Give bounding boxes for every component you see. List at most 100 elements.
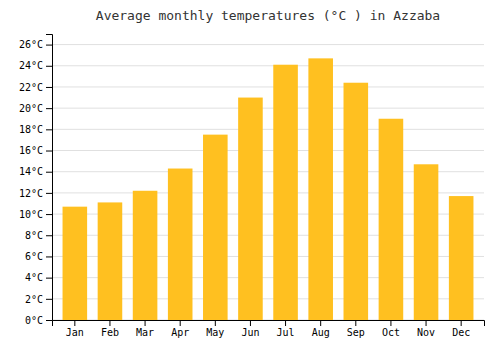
tick-label: Jan — [66, 327, 84, 338]
tick: Feb — [101, 320, 119, 338]
tick: Jul — [277, 320, 295, 338]
y-axis: 0°C 2°C 4°C 6°C 8°C 10°C 12°C 14°C 16°C 18°C 20°C 2… — [19, 35, 53, 326]
bar — [63, 207, 88, 320]
bar — [449, 196, 474, 320]
tick-label: Oct — [382, 327, 400, 338]
tick-mark — [46, 129, 52, 130]
tick-mark — [215, 320, 216, 326]
bar — [203, 135, 228, 320]
tick: 10°C — [19, 209, 52, 220]
bar — [238, 98, 263, 320]
tick: 6°C — [25, 251, 52, 262]
tick-label: Jul — [277, 327, 295, 338]
tick-label: Nov — [417, 327, 435, 338]
bar — [308, 58, 333, 320]
tick-mark — [46, 172, 52, 173]
tick: Mar — [136, 320, 154, 338]
tick: May — [206, 320, 224, 338]
tick: Sep — [347, 320, 365, 338]
tick: 14°C — [19, 166, 52, 177]
tick: Nov — [417, 320, 435, 338]
tick-label: 6°C — [25, 251, 43, 262]
tick-mark — [46, 151, 52, 152]
tick: 8°C — [25, 230, 52, 241]
tick-label: 2°C — [25, 294, 43, 305]
tick: 2°C — [25, 294, 52, 305]
tick-label: Apr — [171, 327, 189, 338]
bar — [98, 202, 123, 320]
axis-line — [53, 321, 485, 327]
tick-label: May — [206, 327, 224, 338]
grid — [52, 45, 484, 320]
tick: 26°C — [19, 39, 52, 50]
axis-line — [46, 35, 53, 321]
tick-label: 16°C — [19, 145, 43, 156]
tick: Apr — [171, 320, 189, 338]
grid-line — [52, 108, 484, 109]
tick-mark — [390, 320, 391, 326]
grid-line — [52, 150, 484, 151]
chart: 0°C 2°C 4°C 6°C 8°C 10°C 12°C 14°C 16°C 18°C 20°C 2… — [0, 0, 500, 350]
tick: 4°C — [25, 272, 52, 283]
tick-mark — [250, 320, 251, 326]
bar — [414, 164, 439, 320]
tick-mark — [46, 278, 52, 279]
tick: 18°C — [19, 124, 52, 135]
tick-mark — [285, 320, 286, 326]
tick-mark — [46, 214, 52, 215]
tick-label: Feb — [101, 327, 119, 338]
tick-label: 10°C — [19, 209, 43, 220]
tick-mark — [109, 320, 110, 326]
tick: Aug — [312, 320, 330, 338]
tick-mark — [46, 87, 52, 88]
tick-label: 12°C — [19, 188, 43, 199]
bar — [379, 119, 404, 320]
tick-mark — [46, 45, 52, 46]
tick: Jan — [66, 320, 84, 338]
tick-mark — [46, 299, 52, 300]
tick: 12°C — [19, 188, 52, 199]
tick: 16°C — [19, 145, 52, 156]
tick: Oct — [382, 320, 400, 338]
tick-mark — [74, 320, 75, 326]
tick-label: 20°C — [19, 103, 43, 114]
tick-label: 0°C — [25, 315, 43, 326]
tick-label: 8°C — [25, 230, 43, 241]
tick-mark — [46, 235, 52, 236]
plot: 0°C 2°C 4°C 6°C 8°C 10°C 12°C 14°C 16°C 18°C 20°C 2… — [19, 35, 485, 339]
tick-label: 18°C — [19, 124, 43, 135]
tick-label: 24°C — [19, 60, 43, 71]
grid-line — [52, 86, 484, 87]
tick: 0°C — [25, 315, 52, 326]
tick: 22°C — [19, 82, 52, 93]
tick-label: 4°C — [25, 272, 43, 283]
grid-line — [52, 65, 484, 66]
tick-mark — [46, 66, 52, 67]
bar — [133, 191, 158, 320]
tick-mark — [461, 320, 462, 326]
tick-mark — [46, 193, 52, 194]
tick-mark — [46, 108, 52, 109]
grid-line — [52, 129, 484, 130]
tick-label: 26°C — [19, 39, 43, 50]
bar — [168, 169, 193, 320]
tick-label: 22°C — [19, 82, 43, 93]
tick: 24°C — [19, 60, 52, 71]
tick-label: Sep — [347, 327, 365, 338]
tick-mark — [180, 320, 181, 326]
bars — [63, 58, 474, 320]
tick-mark — [145, 320, 146, 326]
tick-mark — [320, 320, 321, 326]
tick-mark — [355, 320, 356, 326]
tick: 20°C — [19, 103, 52, 114]
bar — [344, 83, 369, 320]
tick-label: Jun — [241, 327, 259, 338]
x-axis: Jan Feb Mar Apr May Jun Jul Aug Sep Oct Nov Dec — [53, 320, 485, 338]
tick-mark — [46, 320, 52, 321]
tick: Jun — [241, 320, 259, 338]
bar — [273, 65, 298, 320]
tick-mark — [46, 256, 52, 257]
tick-label: Mar — [136, 327, 154, 338]
tick-label: Dec — [452, 327, 470, 338]
tick-label: Aug — [312, 327, 330, 338]
